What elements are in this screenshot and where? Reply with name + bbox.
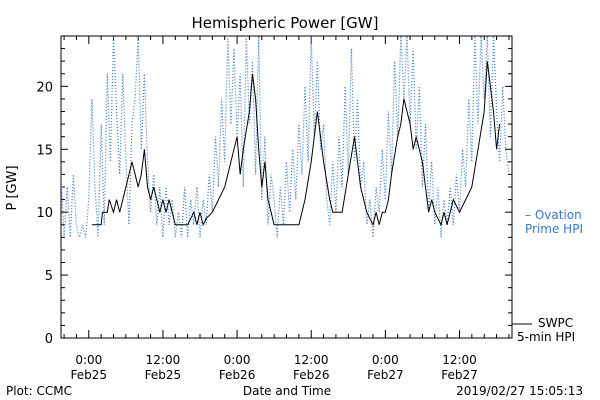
y-tick-label: 5 bbox=[45, 269, 53, 284]
legend-ovation-line2: Prime HPI bbox=[525, 222, 583, 236]
x-axis-ticks: 0:00Feb2512:00Feb250:00Feb2612:00Feb260:… bbox=[63, 36, 510, 382]
series-line-ovation bbox=[60, 35, 510, 238]
series-line-swpc bbox=[91, 61, 501, 227]
footer-timestamp: 2019/02/27 15:05:13 bbox=[456, 384, 583, 398]
x-tick-label-time: 12:00 bbox=[146, 353, 181, 367]
x-tick-label-time: 12:00 bbox=[294, 353, 329, 367]
legend-swpc-line2: 5-min HPI bbox=[517, 330, 575, 344]
x-axis-label: Date and Time bbox=[243, 384, 331, 398]
y-tick-label: 0 bbox=[45, 332, 53, 347]
y-tick-label: 20 bbox=[36, 80, 53, 95]
footer-credit: Plot: CCMC bbox=[6, 384, 72, 398]
x-tick-label-date: Feb27 bbox=[367, 368, 404, 382]
plot-frame bbox=[60, 35, 513, 339]
x-tick-label-date: Feb27 bbox=[441, 368, 478, 382]
plot-border bbox=[60, 35, 513, 339]
legend: – Ovation Prime HPI SWPC 5-min HPI bbox=[512, 208, 583, 344]
legend-swpc-line1: SWPC bbox=[538, 316, 573, 330]
x-tick-label-date: Feb26 bbox=[293, 368, 330, 382]
x-tick-label-date: Feb26 bbox=[219, 368, 256, 382]
chart-title: Hemispheric Power [GW] bbox=[192, 14, 379, 32]
y-axis-ticks: 0 5 10 15 20 bbox=[36, 48, 512, 347]
x-tick-label-time: 12:00 bbox=[442, 353, 477, 367]
x-tick-label-time: 0:00 bbox=[224, 353, 251, 367]
x-tick-label-time: 0:00 bbox=[372, 353, 399, 367]
y-tick-label: 15 bbox=[36, 143, 53, 158]
series-layer bbox=[60, 35, 510, 238]
y-axis-label: P [GW] bbox=[5, 165, 20, 210]
y-tick-label: 10 bbox=[36, 206, 53, 221]
x-tick-label-time: 0:00 bbox=[75, 353, 102, 367]
x-tick-label-date: Feb25 bbox=[71, 368, 108, 382]
x-tick-label-date: Feb25 bbox=[145, 368, 182, 382]
legend-ovation-line1: – Ovation bbox=[525, 208, 582, 222]
